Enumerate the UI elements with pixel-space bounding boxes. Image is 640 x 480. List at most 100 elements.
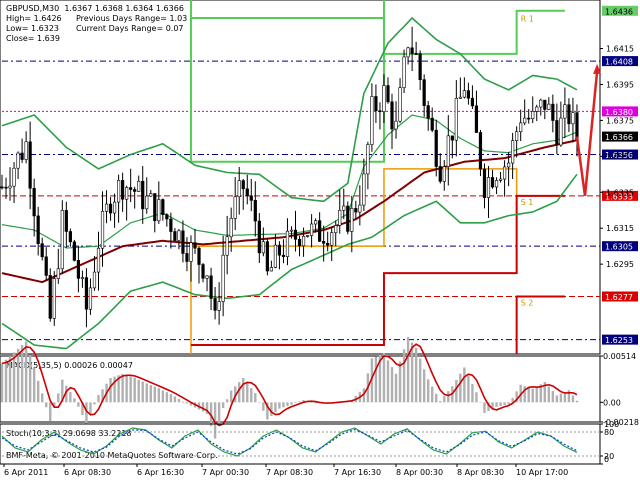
macd-bar [503, 402, 506, 406]
candle-body [261, 241, 265, 254]
candle-body [281, 254, 286, 257]
low-info: Low= 1.6323 [6, 24, 59, 33]
high-info: High= 1.6426 [6, 14, 62, 23]
macd-bar [483, 402, 486, 413]
macd-bar [16, 348, 20, 403]
macd-bar [53, 402, 56, 408]
candle-body [515, 131, 519, 141]
candle-body [358, 204, 362, 213]
macd-bar [24, 341, 28, 403]
price-level-label: 1.6380 [605, 108, 633, 117]
macd-bar [362, 388, 366, 403]
candle-body [137, 180, 141, 192]
stochastic-lines [1, 427, 600, 457]
forecast-arrow-line [575, 71, 599, 197]
candle-body [378, 110, 382, 113]
macd-bar [169, 393, 173, 403]
price-tick-label: 1.6295 [606, 260, 634, 269]
macd-bar [101, 389, 104, 403]
candle-body [346, 205, 350, 232]
candle-body [422, 79, 426, 106]
price-label-bg [602, 149, 638, 160]
macd-bar [113, 376, 116, 403]
macd-signal [1, 343, 578, 427]
macd-bar [443, 396, 446, 403]
macd-bar [77, 402, 80, 407]
macd-bar [41, 393, 44, 403]
macd-bar [282, 402, 285, 408]
candle-body [209, 275, 213, 299]
macd-bar [181, 401, 185, 403]
candle-body [289, 229, 294, 232]
macd-bar [157, 388, 161, 403]
candle-body [338, 210, 342, 226]
price-label-bg [602, 190, 638, 201]
price-axis: 1.64361.64081.63801.63661.63561.63331.63… [600, 5, 638, 345]
candle-body [370, 96, 374, 145]
candle-body [446, 135, 450, 167]
candle-body [60, 210, 64, 270]
macd-bar [246, 383, 249, 403]
macd-bar [266, 402, 269, 420]
candle-body [382, 85, 386, 112]
stoch-title: Stoch(10,3,3) 29.0698 33.2218 [6, 429, 132, 438]
candle-body [173, 231, 177, 241]
macd-bar [165, 392, 169, 403]
macd-tick-label: -0.00218 [603, 418, 639, 427]
current-range-info: Current Days Range= 0.07 [76, 24, 184, 33]
time-tick-label: 7 Apr 16:30 [334, 468, 381, 477]
candle-body [129, 187, 133, 190]
macd-bar [290, 402, 293, 405]
candle-body [547, 103, 551, 110]
candle-body [52, 278, 56, 319]
macd-bar [547, 386, 551, 403]
macd-bar [133, 377, 136, 403]
price-level-label: 1.6356 [605, 151, 633, 160]
stochastic-panel[interactable]: Stoch(10,3,3) 29.0698 33.2218 BMF-Meta, … [0, 420, 619, 465]
macd-bar [73, 398, 76, 403]
candle-body [0, 186, 4, 189]
zone-label-s1: S 1 [521, 198, 534, 207]
macd-panel[interactable]: MACD(5,35,5) 0.00026 0.00047 0.005140.00… [0, 337, 639, 439]
macd-bar [20, 345, 24, 403]
candle-body [88, 287, 93, 310]
pivot-zones: R 1 S 1 S 2 [189, 0, 565, 354]
candle-body [133, 189, 137, 192]
candle-body [40, 243, 44, 258]
time-axis: 6 Apr 2011 6 Apr 08:30 6 Apr 16:30 7 Apr 00… [3, 464, 568, 477]
candle-body [555, 120, 559, 146]
macd-bar [121, 373, 124, 403]
price-tick-label: 1.6335 [606, 188, 634, 197]
candle-body [121, 180, 125, 200]
macd-bar [217, 402, 221, 424]
macd-bar [435, 393, 438, 403]
candle-body [462, 90, 466, 98]
macd-signal-line [1, 343, 578, 427]
candle-body [233, 196, 237, 219]
macd-bar [278, 402, 281, 409]
candle-body [474, 105, 479, 133]
candle-body [96, 247, 101, 273]
candle-body [442, 166, 446, 182]
candle-body [478, 132, 483, 170]
macd-bar [270, 402, 273, 416]
price-chart-panel[interactable]: R 1 S 1 S 2 1.6436 1.6408 1.6380 1.6366 1.6356… [0, 0, 638, 355]
price-tick-label: 1.6315 [606, 224, 634, 233]
macd-bar [414, 347, 418, 403]
macd-bar [422, 369, 426, 403]
macd-bar [447, 391, 450, 403]
macd-bar [149, 385, 152, 403]
macd-bar [398, 361, 402, 403]
macd-bar [535, 386, 538, 403]
candle-body [454, 98, 458, 141]
macd-bar [201, 402, 205, 412]
candle-body [48, 275, 52, 319]
candle-body [426, 105, 430, 119]
price-level-label: 1.6305 [605, 243, 633, 252]
macd-bar [539, 384, 542, 403]
time-tick-label: 7 Apr 08:30 [266, 468, 313, 477]
price-tick-label: 1.6375 [606, 116, 634, 125]
macd-bar [310, 402, 313, 403]
